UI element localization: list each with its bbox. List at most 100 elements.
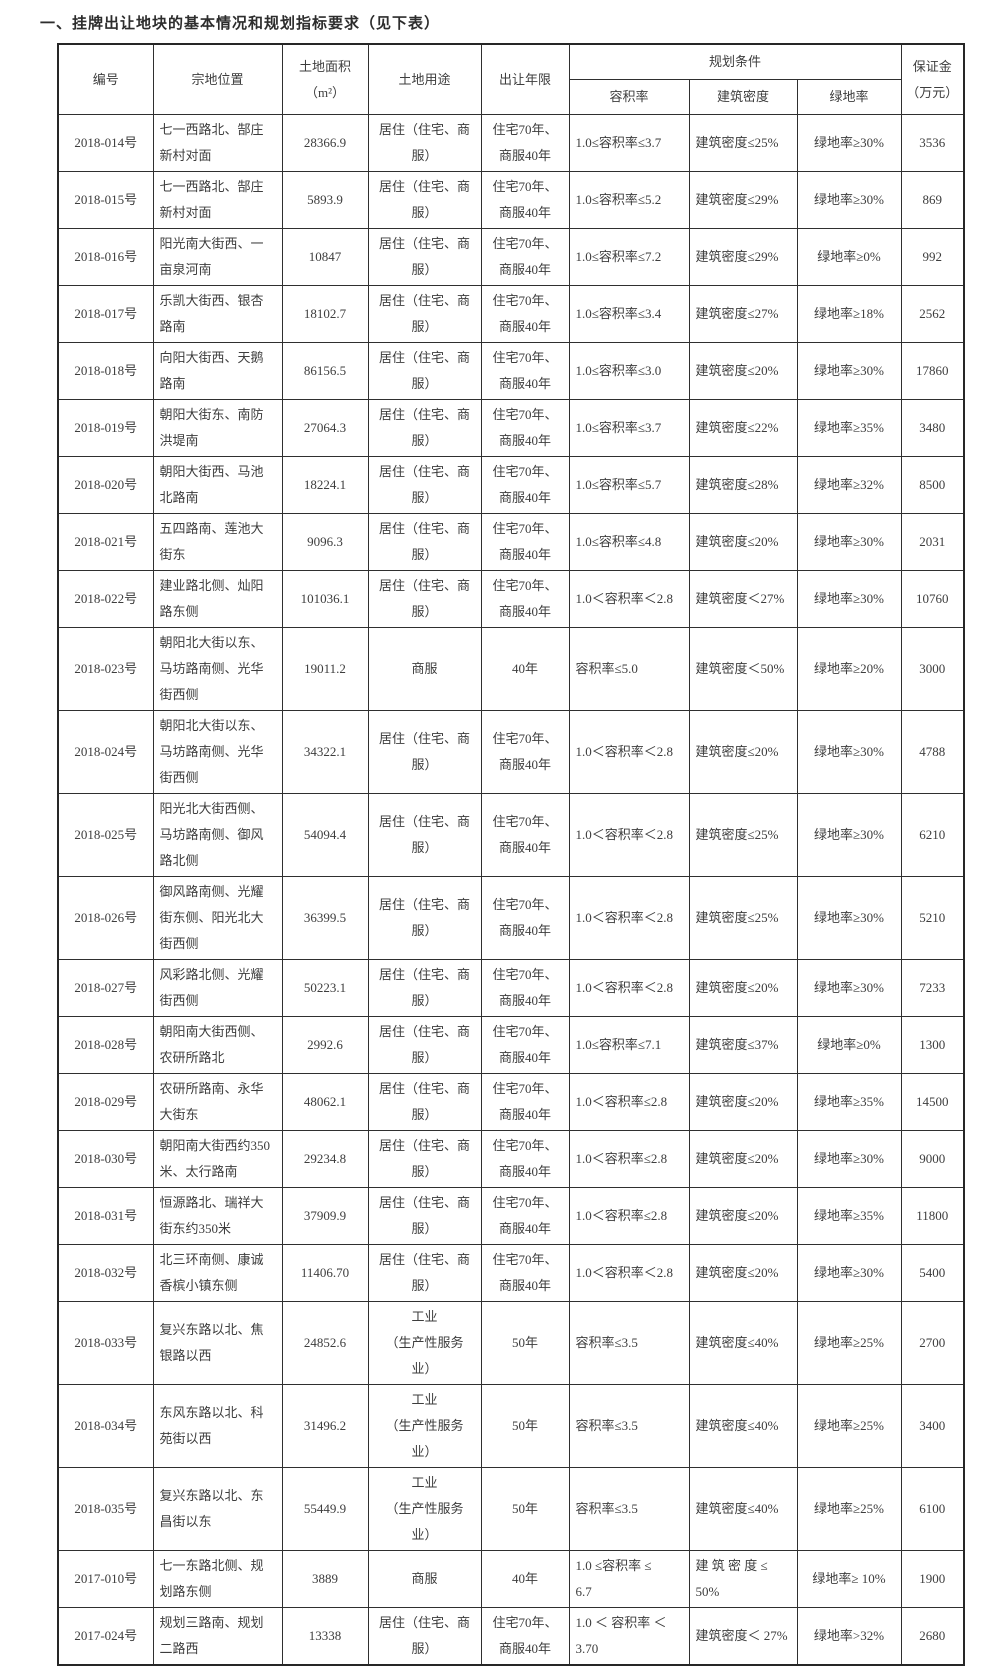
cell-density: 建筑密度＜ 27% bbox=[688, 1607, 798, 1666]
cell-deposit: 4788 bbox=[900, 710, 965, 794]
cell-location: 御风路南侧、光耀街东侧、阳光北大街西侧 bbox=[152, 876, 283, 960]
cell-land-use: 居住（住宅、商服） bbox=[367, 876, 482, 960]
cell-density: 建筑密度≤37% bbox=[688, 1016, 798, 1074]
cell-density: 建筑密度≤20% bbox=[688, 959, 798, 1017]
cell-green-rate: 绿地率≥30% bbox=[796, 710, 902, 794]
cell-far: 1.0≤容积率≤4.8 bbox=[568, 513, 690, 571]
cell-location: 朝阳北大街以东、马坊路南侧、光华街西侧 bbox=[152, 627, 283, 711]
cell-density: 建筑密度＜27% bbox=[688, 570, 798, 628]
cell-parcel-id: 2018-025号 bbox=[57, 793, 154, 877]
cell-term: 住宅70年、商服40年 bbox=[480, 1130, 570, 1188]
cell-parcel-id: 2018-022号 bbox=[57, 570, 154, 628]
page-title: 一、挂牌出让地块的基本情况和规划指标要求（见下表） bbox=[40, 16, 441, 32]
cell-area: 27064.3 bbox=[281, 399, 369, 457]
cell-location: 建业路北侧、灿阳路东侧 bbox=[152, 570, 283, 628]
cell-term: 住宅70年、商服40年 bbox=[480, 513, 570, 571]
cell-location: 北三环南侧、康诚香槟小镇东侧 bbox=[152, 1244, 283, 1302]
cell-land-use: 居住（住宅、商服） bbox=[367, 399, 482, 457]
cell-area: 24852.6 bbox=[281, 1301, 369, 1385]
cell-land-use: 居住（住宅、商服） bbox=[367, 1016, 482, 1074]
table-header: 编号 宗地位置 土地面积 （m²） 土地用途 出让年限 规划条件 保证金 （万元… bbox=[57, 43, 965, 115]
header-far: 容积率 bbox=[568, 79, 690, 115]
cell-deposit: 992 bbox=[900, 228, 965, 286]
cell-deposit: 5210 bbox=[900, 876, 965, 960]
table-row: 2018-035号 复兴东路以北、东昌街以东 55449.9 工业 （生产性服务… bbox=[57, 1467, 965, 1551]
cell-far: 容积率≤3.5 bbox=[568, 1384, 690, 1468]
cell-deposit: 3000 bbox=[900, 627, 965, 711]
cell-term: 40年 bbox=[480, 1550, 570, 1608]
cell-location: 朝阳大街西、马池北路南 bbox=[152, 456, 283, 514]
cell-land-use: 居住（住宅、商服） bbox=[367, 114, 482, 172]
cell-location: 恒源路北、瑞祥大街东约350米 bbox=[152, 1187, 283, 1245]
table-row: 2018-030号 朝阳南大街西约350米、太行路南 29234.8 居住（住宅… bbox=[57, 1130, 965, 1188]
cell-location: 东风东路以北、科苑街以西 bbox=[152, 1384, 283, 1468]
cell-parcel-id: 2018-026号 bbox=[57, 876, 154, 960]
cell-green-rate: 绿地率≥30% bbox=[796, 1130, 902, 1188]
cell-term: 50年 bbox=[480, 1301, 570, 1385]
cell-deposit: 6100 bbox=[900, 1467, 965, 1551]
cell-land-use: 工业 （生产性服务 业） bbox=[367, 1384, 482, 1468]
cell-location: 阳光南大街西、一亩泉河南 bbox=[152, 228, 283, 286]
cell-term: 住宅70年、商服40年 bbox=[480, 114, 570, 172]
cell-far: 容积率≤3.5 bbox=[568, 1301, 690, 1385]
cell-green-rate: 绿地率≥25% bbox=[796, 1467, 902, 1551]
table-row: 2018-029号 农研所路南、永华大街东 48062.1 居住（住宅、商服） … bbox=[57, 1073, 965, 1131]
cell-density: 建筑密度≤29% bbox=[688, 228, 798, 286]
cell-land-use: 居住（住宅、商服） bbox=[367, 1607, 482, 1666]
cell-parcel-id: 2018-024号 bbox=[57, 710, 154, 794]
cell-area: 37909.9 bbox=[281, 1187, 369, 1245]
cell-green-rate: 绿地率≥35% bbox=[796, 1073, 902, 1131]
cell-term: 住宅70年、商服40年 bbox=[480, 959, 570, 1017]
cell-land-use: 工业 （生产性服务 业） bbox=[367, 1301, 482, 1385]
cell-area: 50223.1 bbox=[281, 959, 369, 1017]
cell-density: 建筑密度≤25% bbox=[688, 793, 798, 877]
cell-term: 住宅70年、商服40年 bbox=[480, 876, 570, 960]
table-row: 2018-032号 北三环南侧、康诚香槟小镇东侧 11406.70 居住（住宅、… bbox=[57, 1244, 965, 1302]
cell-location: 朝阳南大街西约350米、太行路南 bbox=[152, 1130, 283, 1188]
cell-far: 1.0≤容积率≤7.1 bbox=[568, 1016, 690, 1074]
cell-far: 1.0＜容积率＜2.8 bbox=[568, 1244, 690, 1302]
cell-land-use: 居住（住宅、商服） bbox=[367, 1244, 482, 1302]
cell-far: 1.0≤容积率≤7.2 bbox=[568, 228, 690, 286]
cell-term: 住宅70年、商服40年 bbox=[480, 1187, 570, 1245]
table-row: 2018-026号 御风路南侧、光耀街东侧、阳光北大街西侧 36399.5 居住… bbox=[57, 876, 965, 960]
cell-parcel-id: 2018-028号 bbox=[57, 1016, 154, 1074]
header-density: 建筑密度 bbox=[688, 79, 798, 115]
cell-deposit: 8500 bbox=[900, 456, 965, 514]
cell-area: 48062.1 bbox=[281, 1073, 369, 1131]
cell-density: 建筑密度≤20% bbox=[688, 1130, 798, 1188]
cell-density: 建筑密度≤20% bbox=[688, 1073, 798, 1131]
cell-density: 建筑密度＜50% bbox=[688, 627, 798, 711]
cell-land-use: 居住（住宅、商服） bbox=[367, 959, 482, 1017]
cell-far: 1.0＜容积率＜2.8 bbox=[568, 876, 690, 960]
table-row: 2018-023号 朝阳北大街以东、马坊路南侧、光华街西侧 19011.2 商服… bbox=[57, 627, 965, 711]
cell-far: 1.0＜容积率＜2.8 bbox=[568, 710, 690, 794]
cell-density: 建 筑 密 度 ≤ 50% bbox=[688, 1550, 798, 1608]
cell-density: 建筑密度≤25% bbox=[688, 114, 798, 172]
cell-parcel-id: 2018-017号 bbox=[57, 285, 154, 343]
table-row: 2018-021号 五四路南、莲池大街东 9096.3 居住（住宅、商服） 住宅… bbox=[57, 513, 965, 571]
cell-term: 50年 bbox=[480, 1384, 570, 1468]
cell-green-rate: 绿地率≥30% bbox=[796, 570, 902, 628]
cell-area: 54094.4 bbox=[281, 793, 369, 877]
table-row: 2018-025号 阳光北大街西侧、马坊路南侧、御风路北侧 54094.4 居住… bbox=[57, 793, 965, 877]
cell-term: 住宅70年、商服40年 bbox=[480, 1607, 570, 1666]
cell-parcel-id: 2018-021号 bbox=[57, 513, 154, 571]
cell-density: 建筑密度≤25% bbox=[688, 876, 798, 960]
header-location: 宗地位置 bbox=[152, 43, 283, 115]
cell-term: 住宅70年、商服40年 bbox=[480, 793, 570, 877]
cell-location: 乐凯大街西、银杏路南 bbox=[152, 285, 283, 343]
cell-parcel-id: 2017-024号 bbox=[57, 1607, 154, 1666]
cell-area: 9096.3 bbox=[281, 513, 369, 571]
cell-area: 5893.9 bbox=[281, 171, 369, 229]
header-row-top: 编号 宗地位置 土地面积 （m²） 土地用途 出让年限 规划条件 保证金 （万元… bbox=[57, 43, 965, 115]
cell-far: 1.0≤容积率≤3.7 bbox=[568, 114, 690, 172]
cell-location: 风彩路北侧、光耀街西侧 bbox=[152, 959, 283, 1017]
cell-area: 34322.1 bbox=[281, 710, 369, 794]
cell-green-rate: 绿地率≥30% bbox=[796, 1244, 902, 1302]
cell-density: 建筑密度≤20% bbox=[688, 342, 798, 400]
cell-deposit: 7233 bbox=[900, 959, 965, 1017]
cell-location: 向阳大街西、天鹅路南 bbox=[152, 342, 283, 400]
cell-deposit: 6210 bbox=[900, 793, 965, 877]
